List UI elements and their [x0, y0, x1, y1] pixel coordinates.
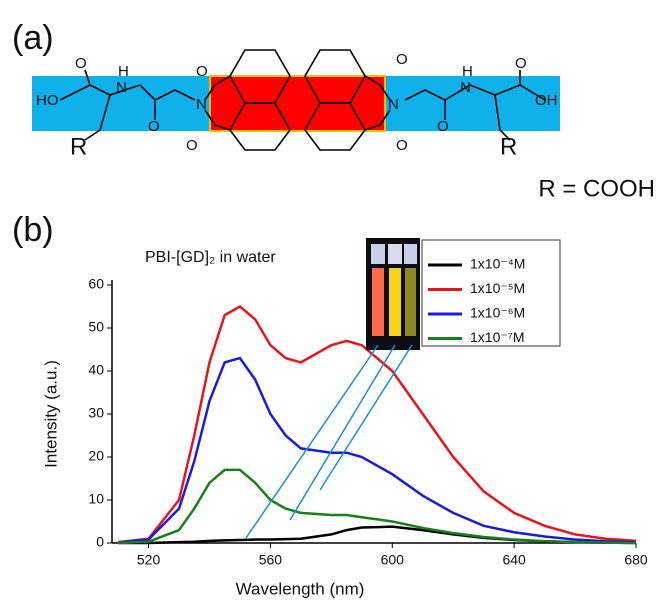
y-tick-label: 40 [88, 362, 104, 378]
legend-box [421, 239, 561, 347]
x-tick-label: 560 [259, 552, 283, 568]
atom-label: O [396, 137, 408, 154]
leader-lines [245, 344, 413, 539]
atom-label: O [396, 51, 408, 68]
atom-label: O [515, 55, 527, 72]
y-tick-label: 10 [88, 491, 104, 507]
atom-label: N [196, 96, 207, 113]
y-tick-label: 60 [88, 276, 104, 292]
atom-label: O [196, 63, 208, 80]
line-series [117, 304, 637, 544]
atom-label: O [437, 118, 449, 135]
atom-label: OH [535, 92, 558, 109]
panel-label: (a) [12, 19, 54, 57]
y-tick-label: 0 [96, 534, 104, 550]
inset-photo [366, 238, 420, 350]
legend-label: 1x10⁻⁴M [470, 256, 525, 272]
atom-label: R [70, 133, 87, 160]
panel-label: (b) [12, 211, 54, 249]
structure [59, 49, 546, 151]
line-series [117, 356, 637, 544]
chart-title: PBI-[GD]₂ in water [145, 249, 276, 266]
x-tick-label: 520 [137, 552, 161, 568]
atom-label: HO [36, 92, 59, 109]
atom-label: H [462, 63, 473, 80]
atom-label: O [75, 55, 87, 72]
atom-label: H [118, 63, 129, 80]
core [209, 75, 386, 132]
line-series [118, 468, 637, 545]
atom-label: N [116, 79, 127, 96]
legend-label: 1x10⁻⁵M [470, 280, 525, 296]
y-tick-label: 30 [88, 405, 104, 421]
atom-label: N [388, 96, 399, 113]
y-tick-label: 50 [88, 319, 104, 335]
x-tick-label: 640 [502, 552, 526, 568]
x-axis-label: Wavelength (nm) [236, 579, 365, 598]
y-tick-label: 20 [88, 448, 104, 464]
legend-label: 1x10⁻⁶M [470, 305, 525, 321]
x-tick-label: 680 [624, 552, 648, 568]
r-group: R = COOH [538, 175, 655, 202]
atom-label: O [186, 137, 198, 154]
atom-label: R [500, 133, 517, 160]
legend-label: 1x10⁻⁷M [470, 329, 524, 345]
x-tick-label: 600 [381, 552, 405, 568]
atom-label: O [148, 118, 160, 135]
atom-label: N [460, 79, 471, 96]
y-axis-label: Intensity (a.u.) [41, 360, 60, 468]
